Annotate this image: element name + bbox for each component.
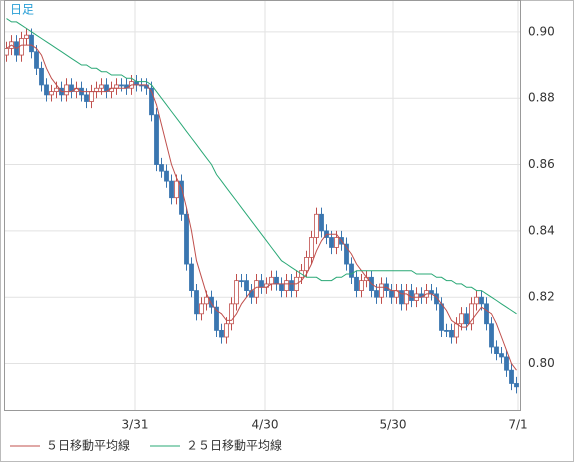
candle-body (494, 346, 499, 355)
candle-body (174, 180, 179, 199)
candle-body (164, 170, 169, 182)
candle-body (249, 290, 254, 298)
legend-label: ２５日移動平均線 (186, 438, 282, 453)
candle-body (404, 290, 409, 305)
candle-body (434, 293, 439, 305)
candle-body (199, 303, 204, 315)
x-tick-label: 5/30 (380, 418, 407, 432)
candle-body (204, 296, 209, 305)
candle-body (94, 87, 99, 92)
candle-body (254, 280, 259, 298)
candle-body (154, 114, 159, 165)
candle-body (334, 237, 339, 248)
candle-body (504, 356, 509, 371)
x-tick-label: 7/1 (508, 418, 527, 432)
candle-body (64, 84, 69, 96)
candle-body (464, 313, 469, 325)
candle-body (149, 87, 154, 116)
candle-body (214, 306, 219, 331)
y-tick-label: 0.80 (528, 356, 555, 370)
candle-body (49, 91, 54, 96)
candle-body (379, 283, 384, 298)
candle-body (359, 280, 364, 291)
candle-body (169, 180, 174, 199)
candle-body (209, 296, 214, 308)
candle-body (474, 296, 479, 305)
y-tick-label: 0.84 (528, 223, 555, 237)
y-tick-label: 0.86 (528, 157, 555, 171)
candle-body (34, 51, 39, 69)
candle-body (459, 313, 464, 325)
candle-body (284, 280, 289, 291)
candle-body (374, 290, 379, 298)
candle-body (54, 87, 59, 92)
candle-body (234, 280, 239, 305)
x-tick-label: 4/30 (252, 418, 279, 432)
candle-body (354, 276, 359, 291)
candle-body (349, 263, 354, 278)
candle-body (279, 283, 284, 291)
candle-body (484, 303, 489, 325)
y-tick-label: 0.90 (528, 24, 555, 38)
candle-body (319, 213, 324, 232)
candle-body (44, 84, 49, 96)
candle-body (269, 276, 274, 285)
plot-border (4, 0, 521, 411)
marks (4, 18, 519, 394)
candle-body (89, 91, 94, 102)
candle-body (39, 67, 44, 86)
candle-body (289, 280, 294, 291)
chart-label: 日足 (10, 3, 34, 17)
candle-body (409, 290, 414, 301)
candle-body (509, 369, 514, 384)
y-tick-label: 0.88 (528, 91, 555, 105)
candle-body (514, 383, 519, 388)
candle-body (4, 48, 9, 56)
candle-body (159, 164, 164, 172)
candle-body (184, 213, 189, 265)
candle-body (499, 353, 504, 358)
x-tick-label: 3/31 (122, 418, 149, 432)
candle-body (19, 38, 24, 56)
candle-body (29, 34, 34, 53)
candle-body (329, 237, 334, 248)
candle-body (314, 213, 319, 238)
candle-body (194, 290, 199, 315)
candle-body (99, 84, 104, 89)
candle-body (444, 329, 449, 332)
candle-body (84, 94, 89, 102)
candle-body (274, 276, 279, 285)
candle-body (454, 323, 459, 338)
candle-body (469, 303, 474, 325)
candle-body (24, 34, 29, 39)
grid: 0.80 0.82 0.84 0.86 0.88 0.90 3/31 4/30 5/30 7/1 (4, 0, 555, 432)
legend-label: ５日移動平均線 (46, 438, 130, 453)
y-tick-label: 0.82 (528, 290, 555, 304)
candle-body (439, 303, 444, 331)
candle-body (239, 280, 244, 283)
candle-body (344, 243, 349, 265)
candle-body (219, 329, 224, 338)
ma-line (6, 18, 517, 315)
candle-body (224, 323, 229, 338)
candle-body (449, 329, 454, 338)
candle-body (489, 323, 494, 348)
legend: ５日移動平均線 ２５日移動平均線 (10, 438, 282, 453)
candle-body (229, 303, 234, 325)
candle-body (119, 84, 124, 87)
candle-body (304, 257, 309, 272)
candle-body (479, 296, 484, 305)
candle-body (244, 280, 249, 291)
candle-body (189, 263, 194, 291)
candle-body (309, 237, 314, 258)
candle-body (389, 290, 394, 298)
candle-body (399, 290, 404, 305)
ma-line (6, 44, 517, 371)
candle-body (259, 280, 264, 288)
